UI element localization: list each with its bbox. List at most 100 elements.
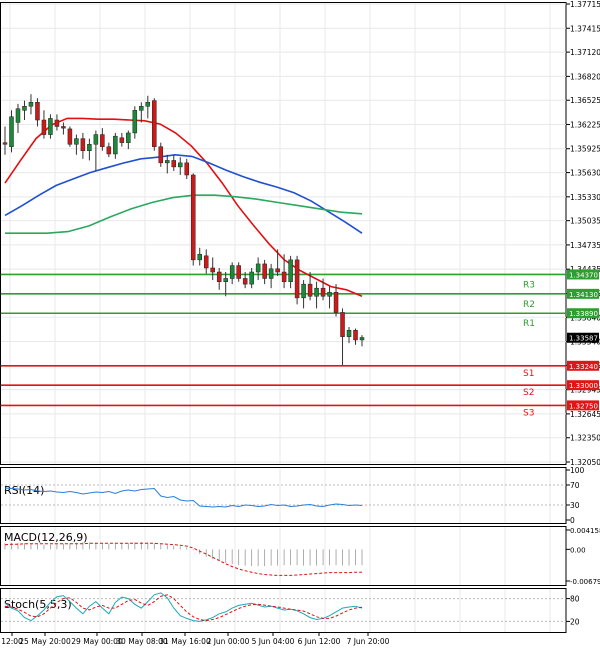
candle-body: [41, 119, 47, 135]
y-tick-label: 1.35630: [570, 169, 600, 178]
panel-border: [0, 2, 567, 465]
candle-body: [61, 126, 66, 129]
candle-body: [340, 312, 345, 337]
candle-body: [74, 138, 79, 145]
candle-body: [87, 144, 92, 151]
candle-body: [333, 291, 339, 313]
candle-body: [197, 253, 202, 261]
level-name-s3: S3: [523, 408, 534, 418]
stoch-title: Stoch(5,5,3): [4, 598, 72, 611]
level-tag-label-s3: 1.32750: [569, 402, 598, 410]
candle-body: [294, 259, 300, 299]
last-price-tag: [567, 332, 599, 343]
macd-tick-label: 0.004158: [570, 527, 600, 535]
level-name-r1: R1: [523, 319, 535, 329]
level-tag-label-r2: 1.34130: [569, 291, 598, 299]
candle-body: [190, 174, 196, 261]
moving-average-line: [5, 194, 363, 234]
last-price-label: 1.33587: [569, 335, 598, 343]
candle-body: [22, 106, 27, 111]
candle-body: [132, 110, 138, 134]
candle-body: [9, 116, 14, 147]
candle-body: [15, 108, 21, 123]
candle-body: [229, 265, 235, 279]
rsi-tick-label: 70: [570, 481, 580, 490]
candle-body: [54, 119, 60, 127]
y-tick-label: 1.34735: [570, 241, 600, 250]
candle-body: [307, 283, 313, 297]
moving-average-line: [4, 153, 363, 234]
rsi-tick-label: 0: [570, 516, 575, 525]
stoch-tick-label: 80: [570, 595, 580, 604]
candle-body: [158, 146, 164, 164]
y-tick-label: 1.37415: [570, 24, 600, 33]
panel-border: [0, 526, 567, 586]
level-tag-s3: [567, 400, 599, 411]
candle-body: [288, 259, 293, 282]
macd-tick-label: -0.006798: [570, 578, 600, 586]
candle-body: [48, 118, 53, 135]
rsi-line: [4, 487, 363, 508]
y-tick-label: 1.36525: [570, 96, 600, 105]
candle-body: [359, 337, 365, 341]
level-tag-label-r1: 1.33890: [569, 310, 598, 318]
candle-body: [327, 291, 332, 297]
x-tick-label: 2 Jun 00:00: [207, 637, 250, 646]
macd-title: MACD(12,26,9): [4, 531, 88, 544]
candle-body: [184, 162, 189, 176]
y-tick-label: 1.35925: [570, 145, 600, 154]
candle-body: [320, 287, 326, 297]
level-tag-r1: [567, 308, 599, 319]
candle-body: [314, 287, 319, 297]
level-tag-label-s1: 1.33240: [569, 363, 598, 371]
candle-body: [28, 101, 34, 107]
candle-body: [262, 263, 267, 279]
candle-body: [93, 134, 99, 145]
candle-body: [119, 137, 125, 143]
y-tick-label: 1.36820: [570, 72, 600, 81]
rsi-tick-label: 100: [570, 466, 585, 475]
candle-body: [80, 138, 86, 151]
level-tag-s2: [567, 380, 599, 391]
candle-body: [2, 142, 8, 145]
y-tick-label: 1.36225: [570, 120, 600, 129]
x-tick-label: 7 Jun 20:00: [347, 637, 390, 646]
candle-body: [255, 263, 261, 273]
x-tick-label: 31 May 16:00: [159, 637, 211, 646]
y-tick-label: 1.32050: [570, 458, 600, 467]
candle-body: [145, 101, 151, 107]
stoch-signal-line: [4, 594, 363, 622]
candle-body: [171, 160, 177, 168]
candle-body: [242, 278, 248, 285]
candle-body: [67, 128, 73, 145]
x-tick-label: 25 May 20:00: [19, 637, 71, 646]
candle-body: [126, 132, 131, 143]
candle-body: [216, 271, 222, 282]
candle-body: [268, 268, 274, 279]
panel-border: [0, 588, 567, 633]
macd-panel: MACD(12,26,9) 0.004158 0.00 -0.006798: [0, 526, 600, 586]
candle-body: [139, 106, 144, 111]
stoch-main-line: [4, 592, 363, 622]
x-tick-label: 5 Jun 04:00: [252, 637, 295, 646]
level-name-s2: S2: [523, 388, 534, 398]
x-tick-label: 29 May 00:00: [71, 637, 123, 646]
candle-body: [223, 278, 228, 282]
y-tick-label: 1.35035: [570, 217, 600, 226]
level-tag-r3: [567, 269, 599, 280]
price-panel: 1.37715 1.37415 1.37120 1.36820 1.36525 1.362…: [0, 0, 600, 467]
candle-body: [249, 271, 254, 285]
candle-body: [346, 329, 352, 337]
x-tick-label: 12:00: [1, 637, 23, 646]
macd-tick-label: 0.00: [570, 546, 586, 554]
level-tag-label-s2: 1.33000: [569, 382, 598, 390]
candle-body: [100, 134, 105, 147]
rsi-title: RSI(14): [4, 484, 44, 497]
y-tick-label: 1.37120: [570, 48, 600, 57]
candle-body: [113, 135, 118, 155]
candle-body: [353, 329, 358, 341]
level-name-s1: S1: [523, 369, 534, 379]
